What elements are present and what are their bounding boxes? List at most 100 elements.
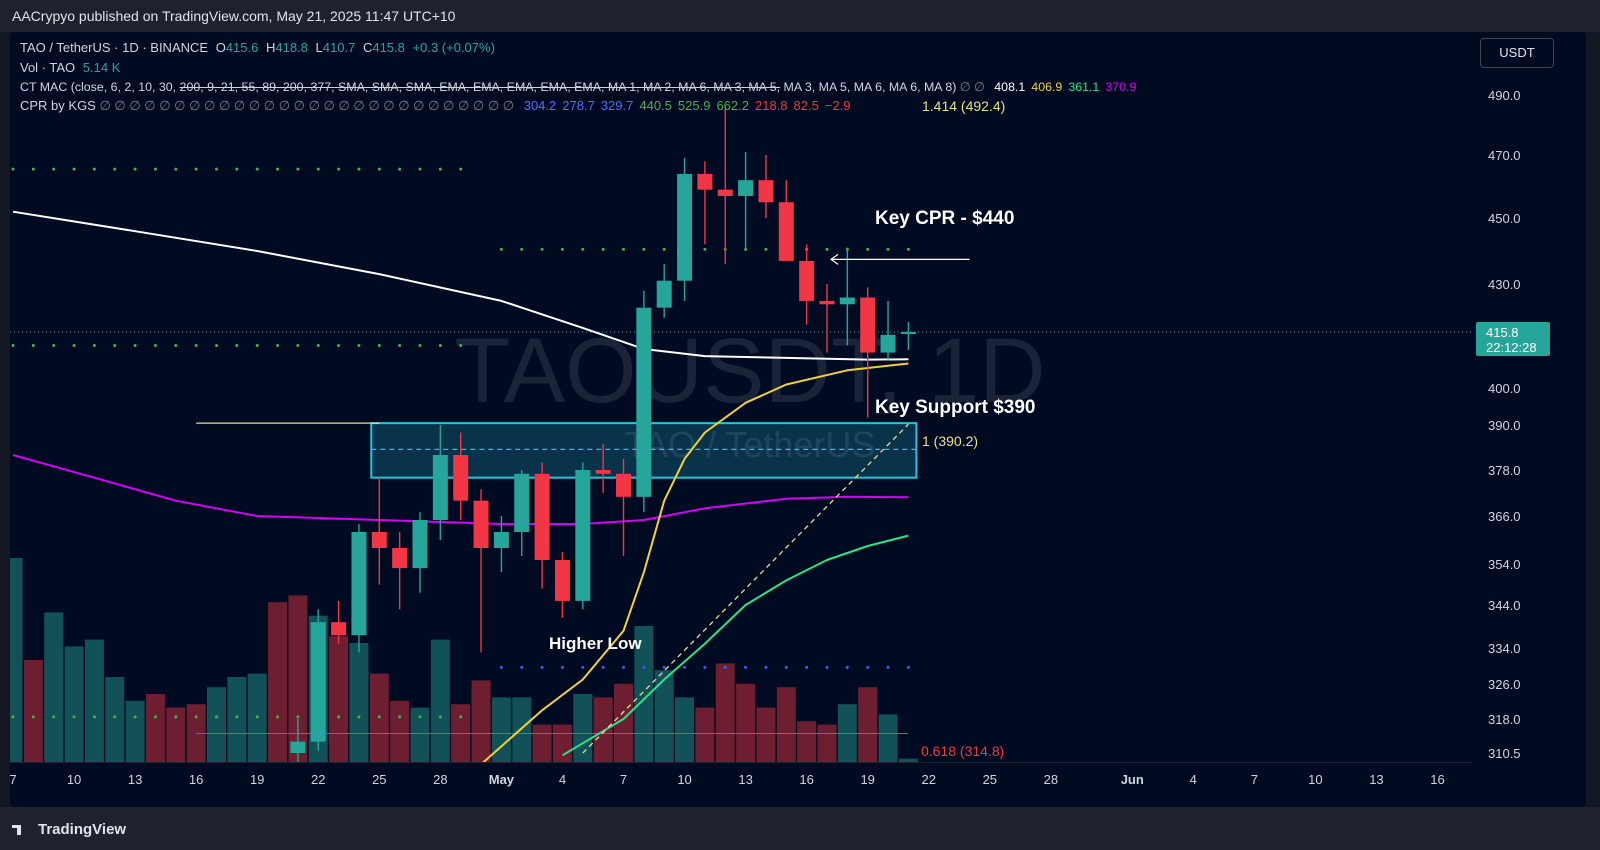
x-tick-label: 13 [1369,772,1383,787]
candle-body[interactable] [331,622,347,636]
legend-value: 406.9 [1031,80,1063,94]
volume-bar [64,646,84,762]
tradingview-brand: TradingView [38,821,127,838]
x-tick-label: 16 [189,772,203,787]
volume-bar [715,663,735,762]
candle-body[interactable] [595,470,611,474]
volume-bar [207,687,226,762]
hidden-value-icon: ∅ ∅ ∅ ∅ ∅ ∅ ∅ ∅ ∅ ∅ ∅ ∅ ∅ ∅ ∅ ∅ ∅ ∅ ∅ ∅ … [99,98,515,113]
candle-body[interactable] [493,532,509,548]
candle-body[interactable] [453,455,469,501]
volume-bar [552,724,572,762]
legend-open: 415.6 [225,40,259,55]
y-tick-label: 366.0 [1488,509,1521,524]
candle-body[interactable] [432,455,448,520]
volume-bar [227,677,247,762]
candle-body[interactable] [310,622,326,742]
legend-value: 361.1 [1068,80,1100,94]
volume-bar [817,724,837,762]
legend-cpr-label[interactable]: CPR by KGS [20,98,96,113]
volume-bar [166,707,186,762]
candle-body[interactable] [636,307,652,497]
ma-green-line [561,534,909,757]
volume-bar [329,636,349,762]
time-axis[interactable] [10,762,1586,807]
x-tick-label: 22 [311,772,325,787]
candle-body[interactable] [839,297,855,305]
chart-area[interactable]: TAOUSDT, 1D TAO / TetherUS Key CPR - $440 K… [10,32,1586,807]
candle-body[interactable] [717,189,733,196]
y-tick-label: 378.0 [1488,463,1521,478]
volume-bar [736,683,756,762]
volume-bar [288,595,308,762]
ma-yellow-line [482,362,909,762]
candle-body[interactable] [880,334,896,353]
candle-body[interactable] [860,297,876,353]
legend-ctmac-struck: 200, 9, 21, 55, 89, 200, 377, SMA, SMA, … [179,80,781,94]
legend-value: −2.9 [824,98,851,113]
legend-value: 218.8 [755,98,788,113]
volume-bar [654,670,674,762]
x-tick-label: 19 [860,772,874,787]
candle-body[interactable] [392,548,408,569]
volume-bar [898,758,918,762]
x-tick-label: 13 [738,772,752,787]
legend-value: 525.9 [677,98,711,113]
current-price-value: 415.8 [1486,325,1519,340]
y-tick-label: 490.0 [1488,88,1521,103]
candle-body[interactable] [758,180,774,203]
volume-bar [125,700,145,762]
x-tick-label: 25 [372,772,386,787]
candle-body[interactable] [799,260,815,301]
volume-bar [532,724,552,762]
legend-value: 440.5 [639,98,672,113]
key-cpr-label: Key CPR - $440 [875,208,1014,229]
candle-body[interactable] [900,332,916,334]
x-tick-label: 19 [250,772,264,787]
volume-bar [776,687,796,762]
watermark-description: TAO / TetherUS [625,424,876,465]
legend-volume-label[interactable]: Vol · TAO [20,60,76,75]
tradingview-logo[interactable]: TradingView [12,821,126,838]
candle-body[interactable] [575,470,591,601]
candle-body[interactable] [778,202,794,261]
fib-1414-label: 1.414 (492.4) [922,98,1005,114]
legend-close: 415.8 [372,40,405,55]
x-tick-label: 22 [922,772,936,787]
bar-countdown: 22:12:28 [1486,340,1537,355]
candle-body[interactable] [473,500,489,548]
legend-symbol[interactable]: TAO / TetherUS · 1D · BINANCE [20,40,209,55]
candle-body[interactable] [351,532,367,636]
candle-body[interactable] [412,520,428,569]
x-tick-label: 7 [10,772,17,787]
legend-value: 278.7 [562,98,595,113]
volume-bar [268,602,288,762]
legend-high-label: H [265,40,276,55]
candle-body[interactable] [656,280,672,308]
candle-body[interactable] [290,741,306,753]
y-tick-label: 334.0 [1488,641,1521,656]
y-tick-label: 430.0 [1488,277,1521,292]
candle-body[interactable] [819,300,835,305]
candle-body[interactable] [616,473,631,497]
legend-value: 408.1 [994,80,1026,94]
candle-body[interactable] [534,473,550,560]
legend-ctmac-label[interactable]: CT MAC (close, 6, 2, 10, 30, [20,80,177,94]
higher-low-label: Higher Low [549,634,642,653]
currency-button[interactable]: USDT [1480,38,1554,68]
candle-body[interactable] [677,173,693,281]
candle-body[interactable] [697,173,713,190]
candle-body[interactable] [738,180,754,196]
volume-bar [858,687,878,762]
x-tick-label: 7 [620,772,627,787]
x-tick-label: 10 [67,772,81,787]
candle-body[interactable] [554,560,570,601]
price-axis[interactable] [1472,32,1586,762]
candle-body[interactable] [514,473,530,532]
legend-ctmac-rest: MA 3, MA 5, MA 6, MA 6, MA 8) [783,80,957,94]
current-price-tag[interactable] [1476,322,1550,356]
legend-cpr-values: 304.2 278.7 329.7 440.5 525.9 662.2 218.8 82.5−… [518,98,851,113]
legend-volume-value: 5.14 K [82,60,121,75]
candle-body[interactable] [371,532,387,548]
